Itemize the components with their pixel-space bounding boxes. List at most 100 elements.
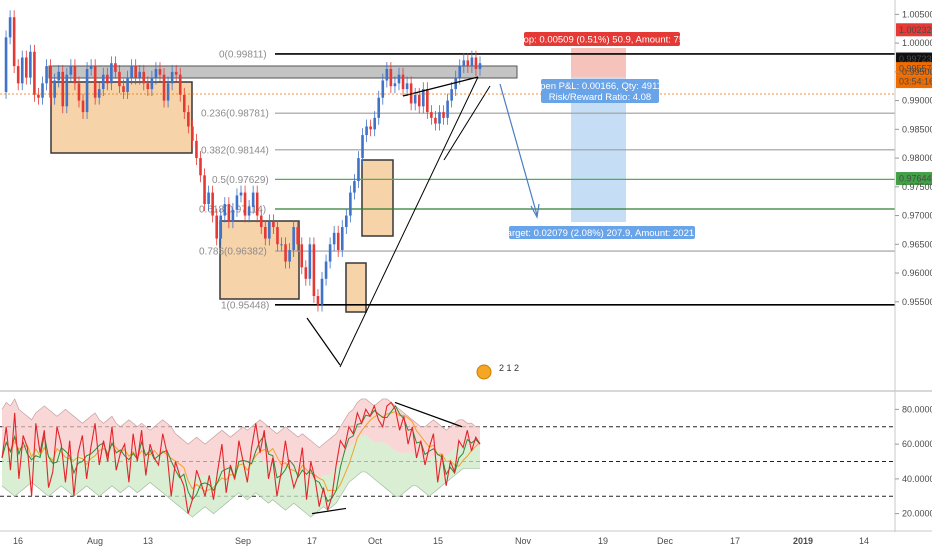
candle-body	[126, 77, 129, 92]
candle-body	[442, 112, 445, 118]
osc-signal-slow	[1, 411, 481, 492]
price-tick-label: 0.99000	[902, 96, 932, 106]
countdown-tag	[896, 75, 932, 89]
price-tick-label: 1.00500	[902, 9, 932, 19]
price-tag-stop	[896, 23, 932, 37]
candle-body	[316, 296, 320, 305]
pnl-label: Open P&L: 0.00166, Qty: 49115	[533, 81, 668, 92]
price-tick-label: 0.98000	[902, 153, 932, 163]
candle-body	[239, 192, 243, 196]
candle-body	[138, 71, 142, 78]
candle-body	[65, 74, 69, 107]
target-label: Target: 0.02079 (2.08%) 207.9, Amount: 2…	[502, 228, 702, 239]
candle-body	[146, 83, 150, 90]
candle-body	[16, 66, 20, 84]
trend-line-upper[interactable]	[402, 76, 479, 97]
stop-label-box	[524, 32, 680, 46]
events-badge[interactable]: 2 1 2	[476, 363, 519, 380]
candle-body	[134, 66, 137, 78]
candle-body	[328, 244, 332, 262]
candle-body	[73, 66, 77, 84]
time-tick-label: 13	[143, 536, 153, 546]
time-tick-label: 15	[433, 536, 443, 546]
candle-body	[353, 181, 356, 193]
price-tick-label: 0.96000	[902, 268, 932, 278]
flag-box-october[interactable]	[361, 159, 394, 237]
osc-axis: 80.0000 60.0000 40.0000 20.0000	[895, 404, 932, 519]
trend-line-up[interactable]	[339, 76, 479, 368]
candle-body	[288, 250, 291, 262]
candle-body	[53, 80, 56, 98]
candle-body	[373, 117, 376, 130]
candle-body	[474, 57, 478, 69]
price-tick-label: 0.98500	[902, 124, 932, 134]
candle-body	[421, 89, 425, 107]
candle-body	[41, 83, 44, 98]
fib-level-label: 1(0.95448)	[221, 300, 269, 311]
candle-body	[292, 227, 295, 251]
candle-body	[110, 63, 113, 84]
wedge-line-right[interactable]	[443, 85, 491, 161]
price-tick-label: 1.00000	[902, 38, 932, 48]
time-tick-label: Nov	[515, 536, 532, 546]
projection-arrowhead	[530, 203, 540, 219]
trend-line-low[interactable]	[306, 317, 341, 366]
candle-body	[361, 135, 364, 159]
candle-body	[308, 244, 312, 279]
fib-level-label: 0.786(0.96382)	[199, 247, 267, 258]
candle-body	[349, 192, 352, 216]
candle-body	[357, 158, 360, 182]
pnl-label-box	[541, 79, 659, 103]
price-tick-label: 0.97000	[902, 211, 932, 221]
candle-body	[61, 71, 65, 107]
osc-band-upper-line	[1, 398, 480, 449]
flag-icon	[476, 364, 492, 380]
flag-box-small[interactable]	[345, 262, 367, 313]
candle-body	[251, 192, 255, 207]
time-axis: 16 Aug 13 Sep 17 Oct 15 Nov 19 Dec 17 2019 14	[13, 536, 869, 546]
candle-body	[170, 71, 174, 84]
candle-body	[122, 86, 125, 92]
candle-body	[49, 66, 52, 98]
target-label-box	[509, 226, 695, 239]
candle-body	[300, 244, 304, 268]
candle-body	[81, 100, 85, 113]
price-tick-label: 0.96500	[902, 239, 932, 249]
osc-tick-label: 40.0000	[902, 474, 932, 484]
price-tag-current	[896, 62, 932, 76]
candle-body	[215, 215, 218, 239]
candle-body	[29, 51, 32, 78]
candle-body	[162, 74, 166, 101]
candle-body	[25, 57, 28, 78]
countdown-label: 03:54:16	[899, 77, 932, 87]
candle-body	[365, 126, 368, 136]
candle-body	[284, 244, 287, 262]
candle-body	[417, 94, 421, 107]
projection-arrow[interactable]	[499, 83, 538, 216]
osc-band-lower-line	[1, 468, 480, 518]
candle-body	[106, 74, 109, 84]
rr-label: Risk/Reward Ratio: 4.08	[549, 92, 651, 103]
candle-body	[114, 63, 117, 72]
fib-retracement[interactable]: 0(0.99811) 0.236(0.98781) 0.382(0.98144) 0.…	[199, 49, 895, 311]
candle-body	[12, 17, 16, 67]
candle-body	[178, 74, 182, 95]
candle-body	[243, 192, 247, 216]
candle-body	[264, 227, 267, 239]
candle-body	[101, 74, 105, 90]
stop-zone[interactable]	[571, 48, 626, 77]
candle-body	[466, 60, 470, 67]
candle-body	[45, 66, 48, 84]
oscillator-panel	[0, 398, 895, 518]
range-box-august[interactable]	[50, 81, 193, 154]
time-tick-label: 19	[598, 536, 608, 546]
candle-body	[118, 71, 121, 87]
candle-body	[397, 74, 401, 84]
stop-label: Stop: 0.00509 (0.51%) 50.9, Amount: 750	[515, 35, 690, 46]
range-box-september[interactable]	[219, 220, 300, 300]
candle-body	[268, 221, 271, 239]
candle-body	[154, 68, 158, 78]
candle-body	[405, 83, 409, 90]
